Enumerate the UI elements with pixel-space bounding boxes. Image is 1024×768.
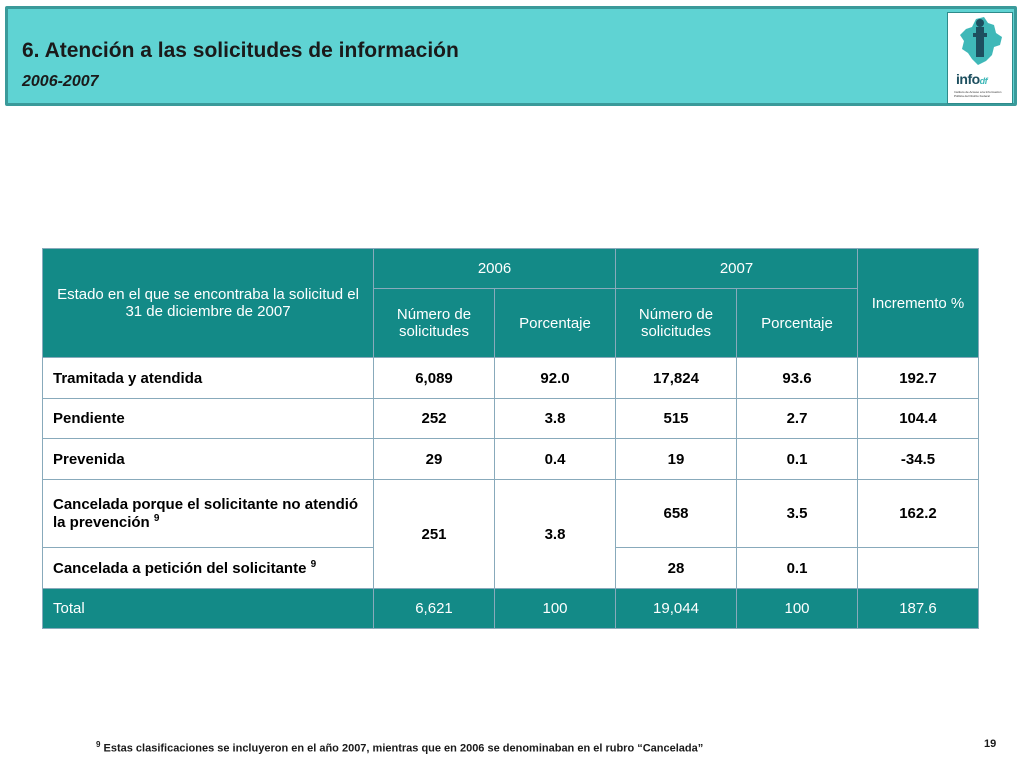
col-pct-2007: Porcentaje xyxy=(736,288,858,358)
cell-n2007: 515 xyxy=(615,398,737,439)
cell-p2007: 93.6 xyxy=(736,357,858,399)
cell-n2007: 28 xyxy=(615,547,737,589)
total-inc: 187.6 xyxy=(857,588,979,629)
cell-p2007: 3.5 xyxy=(736,479,858,548)
logo-word-main: info xyxy=(956,71,980,87)
page-number: 19 xyxy=(984,738,997,750)
total-p2006: 100 xyxy=(494,588,616,629)
col-pct-2006: Porcentaje xyxy=(494,288,616,358)
footnote: 9 Estas clasificaciones se incluyeron en… xyxy=(96,740,703,755)
total-n2006: 6,621 xyxy=(373,588,495,629)
cell-p2007: 0.1 xyxy=(736,547,858,589)
table-row: Cancelada a petición del solicitante 9 2… xyxy=(42,547,979,589)
cell-n2006: 29 xyxy=(373,438,495,480)
page-title: 6. Atención a las solicitudes de informa… xyxy=(22,39,459,62)
row-label: Cancelada a petición del solicitante 9 xyxy=(42,547,374,589)
col-status-header: Estado en el que se encontraba la solici… xyxy=(42,248,374,358)
cell-inc: 192.7 xyxy=(857,357,979,399)
total-p2007: 100 xyxy=(736,588,858,629)
logo-word-suffix: df xyxy=(979,76,988,86)
cell-n2006: 6,089 xyxy=(373,357,495,399)
header-row-metrics: Número de solicitudes Porcentaje Número … xyxy=(43,288,979,358)
footnote-text: Estas clasificaciones se incluyeron en e… xyxy=(103,742,704,755)
header-row-years: Estado en el que se encontraba la solici… xyxy=(42,248,979,358)
cell-n2006: 252 xyxy=(373,398,495,439)
map-icon xyxy=(960,17,1002,65)
total-label: Total xyxy=(42,588,374,629)
cell-inc: 162.2 xyxy=(857,479,979,548)
page-subtitle: 2006-2007 xyxy=(22,73,99,90)
logo-wordmark: infodf xyxy=(956,71,988,87)
total-row: Total 6,621 100 19,044 100 187.6 xyxy=(42,588,979,629)
cell-p2006: 92.0 xyxy=(494,357,616,399)
cell-inc: -34.5 xyxy=(857,438,979,480)
row-label: Prevenida xyxy=(42,438,374,480)
table-row: Pendiente 252 3.8 515 2.7 104.4 xyxy=(42,398,979,439)
cell-inc xyxy=(857,547,979,589)
cell-n2007: 19 xyxy=(615,438,737,480)
row-label: Cancelada porque el solicitante no atend… xyxy=(42,479,374,548)
footnote-ref: 9 xyxy=(153,513,160,524)
infodf-logo: infodf Instituto de Acceso a la Informac… xyxy=(947,12,1013,104)
row-label-text: Cancelada porque el solicitante no atend… xyxy=(53,496,359,531)
col-year-2006: 2006 xyxy=(373,248,616,289)
cell-p2007: 0.1 xyxy=(736,438,858,480)
cell-n2006-merged: 251 xyxy=(373,479,495,589)
cell-p2007: 2.7 xyxy=(736,398,858,439)
row-label: Pendiente xyxy=(42,398,374,439)
row-label-text: Cancelada a petición del solicitante xyxy=(53,560,307,577)
cell-n2007: 17,824 xyxy=(615,357,737,399)
col-increment-header: Incremento % xyxy=(857,248,979,358)
table-row: Cancelada porque el solicitante no atend… xyxy=(42,479,979,589)
row-label: Tramitada y atendida xyxy=(42,357,374,399)
header-band: 6. Atención a las solicitudes de informa… xyxy=(5,6,1017,106)
col-num-2007: Número de solicitudes xyxy=(615,288,737,358)
col-year-2007: 2007 xyxy=(615,248,858,289)
table-row: Tramitada y atendida 6,089 92.0 17,824 9… xyxy=(42,357,979,399)
requests-table: Estado en el que se encontraba la solici… xyxy=(42,248,979,629)
cell-p2006: 3.8 xyxy=(494,398,616,439)
footnote-ref: 9 xyxy=(310,559,317,570)
cell-p2006: 0.4 xyxy=(494,438,616,480)
cell-n2007: 658 xyxy=(615,479,737,548)
total-n2007: 19,044 xyxy=(615,588,737,629)
cell-inc: 104.4 xyxy=(857,398,979,439)
logo-caption: Instituto de Acceso a la Información Púb… xyxy=(954,90,1002,98)
table-row: Prevenida 29 0.4 19 0.1 -34.5 xyxy=(42,438,979,480)
cell-p2006-merged: 3.8 xyxy=(494,479,616,589)
footnote-marker: 9 xyxy=(96,740,101,749)
col-num-2006: Número de solicitudes xyxy=(373,288,495,358)
